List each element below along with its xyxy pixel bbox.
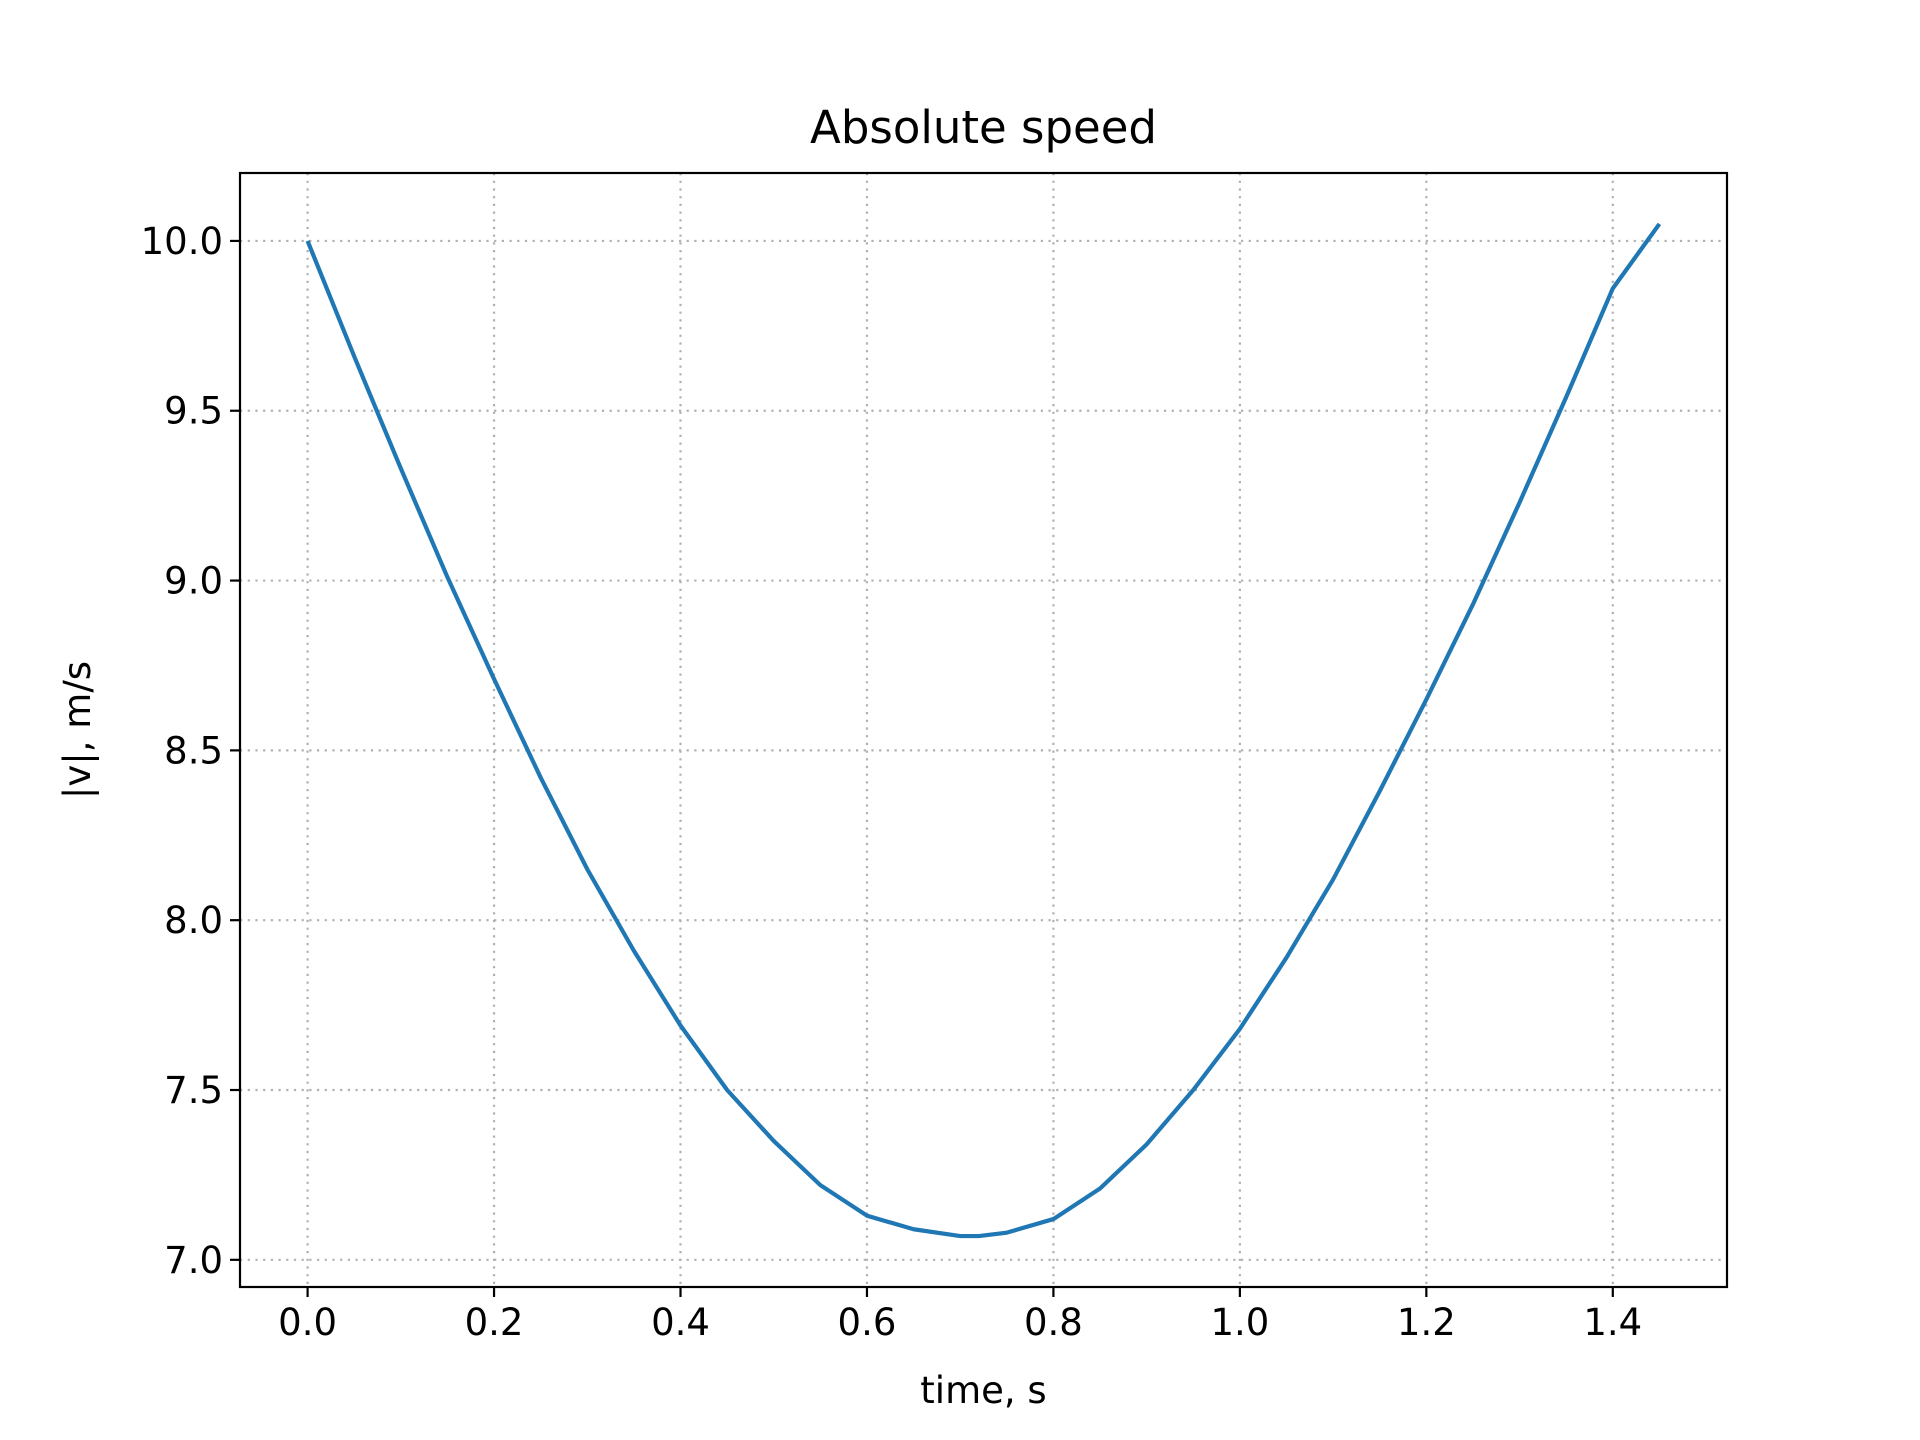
axes-frame [238,171,1729,1289]
y-tick-label: 9.0 [164,560,223,603]
x-tick-label: 0.8 [1024,1301,1083,1344]
y-tick-label: 10.0 [141,220,223,263]
x-tick-label: 0.2 [465,1301,524,1344]
x-axis-ticks: 0.0 0.2 0.4 0.6 0.8 1.0 1.2 1.4 [278,1287,1642,1344]
series-layer [305,222,1662,1239]
speed-series-line [305,222,1662,1239]
y-tick-label: 8.0 [164,899,223,942]
x-tick-label: 0.0 [278,1301,337,1344]
y-axis-label: |v|, m/s [56,661,99,799]
grid [240,173,1727,1287]
y-axis-ticks: 7.0 7.5 8.0 8.5 9.0 9.5 10.0 [141,220,240,1282]
y-tick-label: 7.0 [164,1239,223,1282]
y-tick-label: 8.5 [164,729,223,772]
x-tick-label: 1.4 [1583,1301,1642,1344]
x-axis-label: time, s [920,1369,1046,1412]
x-tick-label: 1.0 [1210,1301,1269,1344]
y-tick-label: 7.5 [164,1069,223,1112]
x-tick-label: 1.2 [1397,1301,1456,1344]
plot-area-background [240,173,1727,1287]
x-tick-label: 0.4 [651,1301,710,1344]
chart-title: Absolute speed [810,101,1157,154]
x-tick-label: 0.6 [838,1301,897,1344]
y-tick-label: 9.5 [164,390,223,433]
